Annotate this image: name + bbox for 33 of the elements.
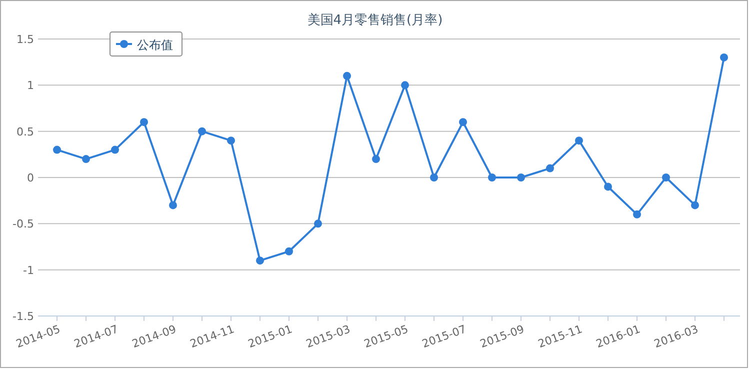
legend-label: 公布值 <box>137 38 173 52</box>
y-tick-label: -1.5 <box>12 310 34 323</box>
y-tick-label: 1.5 <box>16 33 34 46</box>
point <box>343 72 351 80</box>
y-tick-label: -1 <box>23 264 34 277</box>
point <box>256 256 264 265</box>
point <box>314 220 322 228</box>
point <box>372 155 380 164</box>
point <box>488 174 496 182</box>
point <box>459 118 467 126</box>
point <box>517 174 525 182</box>
point <box>53 146 61 154</box>
point <box>691 201 699 210</box>
point <box>285 247 293 256</box>
y-tick-label: 0 <box>27 172 34 184</box>
point <box>198 127 206 136</box>
point <box>140 118 148 126</box>
point <box>546 164 554 172</box>
point <box>227 136 235 145</box>
point <box>633 210 641 218</box>
point <box>575 136 583 145</box>
point <box>720 53 728 62</box>
y-tick-label: 1 <box>27 79 34 92</box>
chart-title: 美国4月零售销售(月率) <box>307 12 443 28</box>
point <box>169 201 177 210</box>
point <box>401 81 409 90</box>
point <box>82 155 90 164</box>
point <box>111 146 119 154</box>
point <box>662 174 670 182</box>
y-tick-label: -0.5 <box>12 218 34 231</box>
point <box>430 174 438 182</box>
point <box>604 182 612 191</box>
y-tick-label: 0.5 <box>16 125 34 138</box>
